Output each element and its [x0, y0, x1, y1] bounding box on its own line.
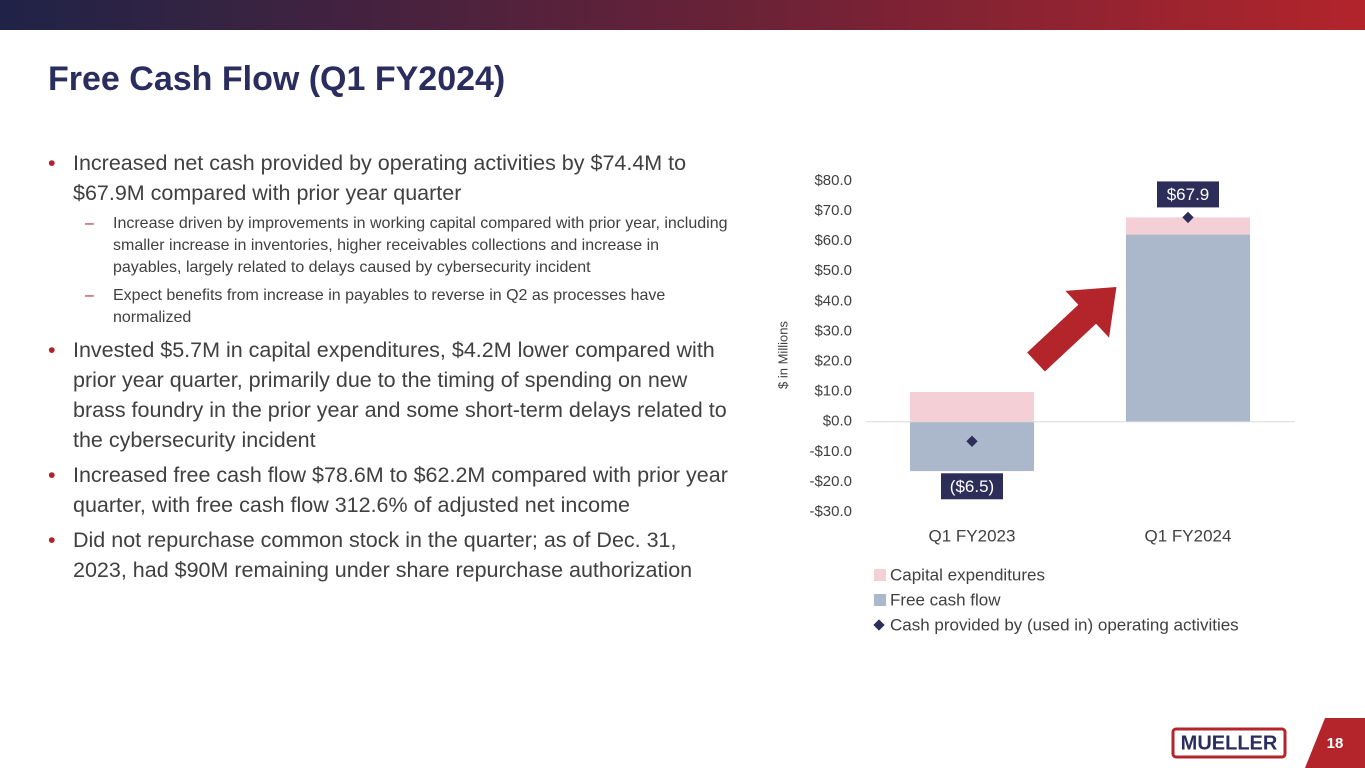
value-label: ($6.5): [950, 477, 994, 496]
y-tick-label: $80.0: [814, 172, 852, 189]
bullet: Increased net cash provided by operating…: [48, 148, 728, 208]
y-tick-label: $20.0: [814, 353, 852, 370]
y-axis-label: $ in Millions: [775, 321, 790, 389]
page-number: 18: [1327, 735, 1344, 752]
legend-label: Capital expenditures: [890, 565, 1045, 584]
y-tick-label: $50.0: [814, 262, 852, 279]
y-tick-label: -$10.0: [809, 443, 852, 460]
bar: [1126, 217, 1250, 235]
legend-swatch: [873, 619, 885, 631]
y-tick-label: $40.0: [814, 292, 852, 309]
value-label: $67.9: [1167, 185, 1210, 204]
y-tick-label: $10.0: [814, 383, 852, 400]
legend-swatch: [874, 594, 886, 606]
bullet: Did not repurchase common stock in the q…: [48, 525, 728, 585]
bullet: Increased free cash flow $78.6M to $62.2…: [48, 460, 728, 520]
top-band: [0, 0, 1365, 30]
logo-box: [1171, 727, 1287, 759]
bullet-list: Increased net cash provided by operating…: [48, 148, 728, 590]
bullet: Invested $5.7M in capital expenditures, …: [48, 335, 728, 455]
bar: [910, 391, 1034, 422]
legend-swatch: [874, 569, 886, 581]
marker: [966, 435, 978, 447]
logo: MUELLER: [1181, 732, 1278, 754]
y-tick-label: -$30.0: [809, 503, 852, 520]
legend-label: Free cash flow: [890, 590, 1001, 609]
marker: [1182, 211, 1194, 224]
sub-bullet: Expect benefits from increase in payable…: [73, 285, 728, 329]
y-tick-label: $0.0: [823, 413, 852, 430]
arrow: [1027, 286, 1117, 372]
value-label-box: [1157, 181, 1219, 208]
value-label-box: [941, 473, 1003, 500]
sub-bullet: Increase driven by improvements in worki…: [73, 213, 728, 279]
x-tick-label: Q1 FY2024: [1145, 526, 1232, 545]
y-tick-label: $70.0: [814, 202, 852, 219]
legend-label: Cash provided by (used in) operating act…: [890, 615, 1239, 634]
y-tick-label: -$20.0: [809, 473, 852, 490]
y-tick-label: $60.0: [814, 232, 852, 249]
y-tick-label: $30.0: [814, 322, 852, 339]
x-tick-label: Q1 FY2023: [929, 526, 1016, 545]
slide-title: Free Cash Flow (Q1 FY2024): [48, 60, 506, 98]
page-badge: [1305, 718, 1365, 768]
bar: [1126, 234, 1250, 422]
